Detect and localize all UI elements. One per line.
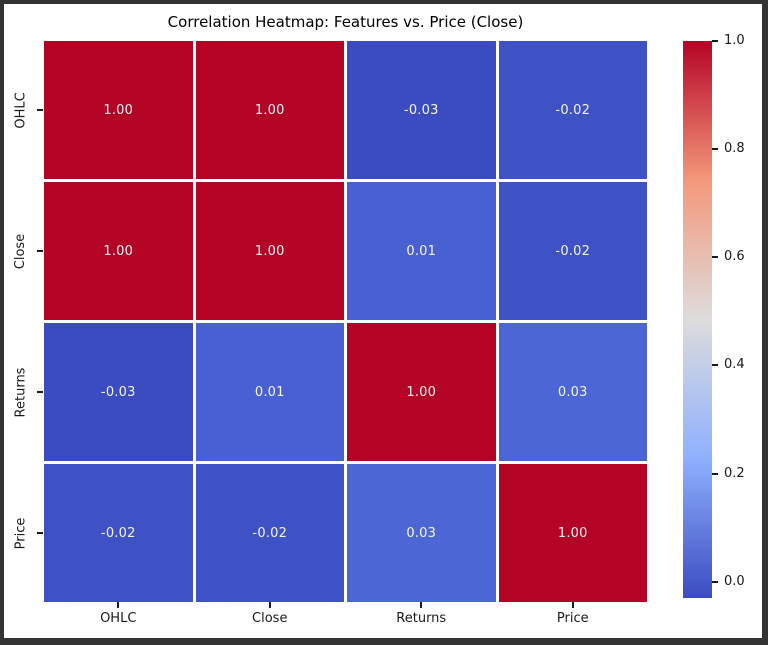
heatmap-cell: -0.02 bbox=[498, 182, 647, 320]
heatmap-cell: -0.02 bbox=[498, 41, 647, 179]
heatmap-cell: -0.03 bbox=[347, 41, 496, 179]
heatmap-cell: -0.03 bbox=[44, 323, 193, 461]
colorbar-tick bbox=[712, 148, 718, 151]
chart-title: Correlation Heatmap: Features vs. Price … bbox=[167, 13, 524, 31]
y-axis-label: Returns bbox=[13, 367, 29, 417]
y-axis-tick bbox=[37, 532, 43, 534]
x-axis-tick bbox=[268, 602, 271, 608]
colorbar-tick-label: 0.4 bbox=[724, 357, 745, 373]
heatmap-cell: 1.00 bbox=[44, 182, 193, 320]
colorbar-tick bbox=[712, 580, 718, 583]
heatmap-cell: 0.03 bbox=[498, 323, 647, 461]
colorbar bbox=[683, 41, 712, 598]
heatmap-cell: 0.01 bbox=[195, 323, 344, 461]
heatmap-cell: -0.02 bbox=[44, 464, 193, 602]
y-axis-label: Price bbox=[13, 517, 29, 549]
x-axis-tick bbox=[117, 602, 120, 608]
y-axis-tick bbox=[37, 250, 43, 252]
heatmap-cell: 0.01 bbox=[347, 182, 496, 320]
heatmap-cell: 1.00 bbox=[44, 41, 193, 179]
colorbar-tick-label: 0.6 bbox=[724, 249, 745, 265]
colorbar-tick-label: 0.0 bbox=[724, 573, 745, 589]
y-axis-tick bbox=[37, 109, 43, 111]
colorbar-tick-label: 1.0 bbox=[724, 33, 745, 48]
heatmap-cell: 0.03 bbox=[347, 464, 496, 602]
heatmap-cell: 1.00 bbox=[195, 182, 344, 320]
x-axis-tick bbox=[571, 602, 574, 608]
colorbar-tick bbox=[712, 40, 718, 42]
colorbar-tick bbox=[712, 256, 718, 259]
y-axis-label: Close bbox=[13, 233, 29, 269]
y-axis-tick bbox=[37, 391, 43, 393]
x-axis-label: Close bbox=[252, 611, 288, 626]
colorbar-tick-label: 0.8 bbox=[724, 141, 745, 157]
heatmap-cell: 1.00 bbox=[347, 323, 496, 461]
heatmap-cell: 1.00 bbox=[498, 464, 647, 602]
heatmap-grid: 1.00 1.00 -0.03 -0.02 1.00 1.00 0.01 -0.02 -0.03… bbox=[44, 41, 647, 602]
heatmap-cell: -0.02 bbox=[195, 464, 344, 602]
x-axis-label: OHLC bbox=[100, 611, 137, 626]
heatmap-cell: 1.00 bbox=[195, 41, 344, 179]
x-axis-label: Returns bbox=[396, 611, 447, 626]
x-axis-tick bbox=[420, 602, 423, 608]
colorbar-tick-label: 0.2 bbox=[724, 465, 745, 481]
colorbar-tick bbox=[712, 364, 718, 367]
colorbar-tick bbox=[712, 472, 718, 475]
x-axis-label: Price bbox=[556, 611, 589, 626]
y-axis-label: OHLC bbox=[13, 91, 29, 129]
